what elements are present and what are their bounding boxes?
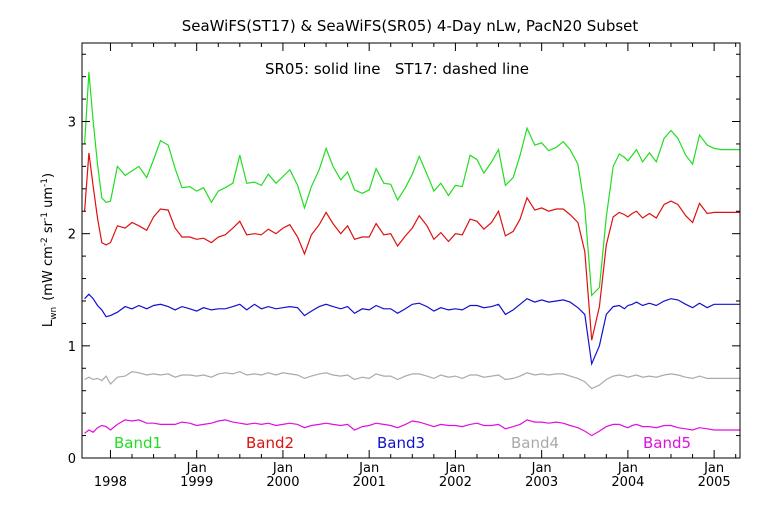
series-line-band3 — [84, 293, 740, 367]
x-tick-year-1998: 1998 — [94, 475, 127, 490]
y-axis-label: Lwn(mW cm-2 sr-1 um-1) — [40, 173, 59, 327]
series-line-band5 — [84, 419, 740, 437]
y-axis-label-rest: (mW cm — [41, 246, 56, 301]
x-tick-year-2003: 2003 — [525, 475, 558, 490]
legend-label-band2: Band2 — [246, 434, 294, 452]
y-axis-label-sup1: -2 — [40, 237, 50, 246]
plot-frame — [81, 42, 741, 459]
series-line-band2 — [84, 152, 740, 341]
x-tick-month-1999: Jan — [186, 461, 207, 476]
x-tick-year-2005: 2005 — [698, 475, 731, 490]
y-axis-label-main: L — [41, 319, 56, 327]
x-tick-year-2000: 2000 — [266, 475, 299, 490]
x-tick-month-2003: Jan — [531, 461, 552, 476]
y-tick-label-2: 2 — [68, 228, 76, 243]
legend-label-band3: Band3 — [377, 434, 425, 452]
x-tick-month-2004: Jan — [617, 461, 638, 476]
x-tick-month-2000: Jan — [272, 461, 293, 476]
chart-subtitle: SR05: solid line ST17: dashed line — [265, 60, 529, 78]
y-axis-label-sub: wn — [49, 307, 59, 320]
x-tick-month-2001: Jan — [358, 461, 379, 476]
y-axis-label-mid: sr — [41, 220, 56, 237]
x-tick-month-2005: Jan — [703, 461, 724, 476]
series-line-band4 — [84, 370, 740, 390]
axis-layer: 01231998Jan1999Jan2000Jan2001Jan2002Jan2… — [68, 43, 740, 490]
y-tick-label-3: 3 — [68, 116, 76, 131]
legend-label-band4: Band4 — [511, 434, 559, 452]
y-axis-label-sup2: -1 — [40, 212, 50, 221]
series-line-band1 — [84, 72, 740, 297]
y-axis-label-sup3: -1 — [40, 178, 50, 187]
y-axis-label-end: um — [41, 187, 56, 212]
y-tick-label-1: 1 — [68, 340, 76, 355]
chart-title: SeaWiFS(ST17) & SeaWiFS(SR05) 4-Day nLw,… — [182, 17, 639, 35]
y-tick-label-0: 0 — [68, 452, 76, 467]
legend-label-band1: Band1 — [114, 434, 162, 452]
x-tick-month-2002: Jan — [444, 461, 465, 476]
x-tick-year-2002: 2002 — [439, 475, 472, 490]
x-tick-year-2001: 2001 — [353, 475, 386, 490]
x-tick-year-1999: 1999 — [180, 475, 213, 490]
y-axis-label-close: ) — [41, 173, 56, 178]
legend-label-band5: Band5 — [643, 434, 691, 452]
series-layer — [84, 72, 740, 437]
x-tick-year-2004: 2004 — [611, 475, 644, 490]
legend: Band1 Band2 Band3 Band4 Band5 — [114, 434, 691, 452]
